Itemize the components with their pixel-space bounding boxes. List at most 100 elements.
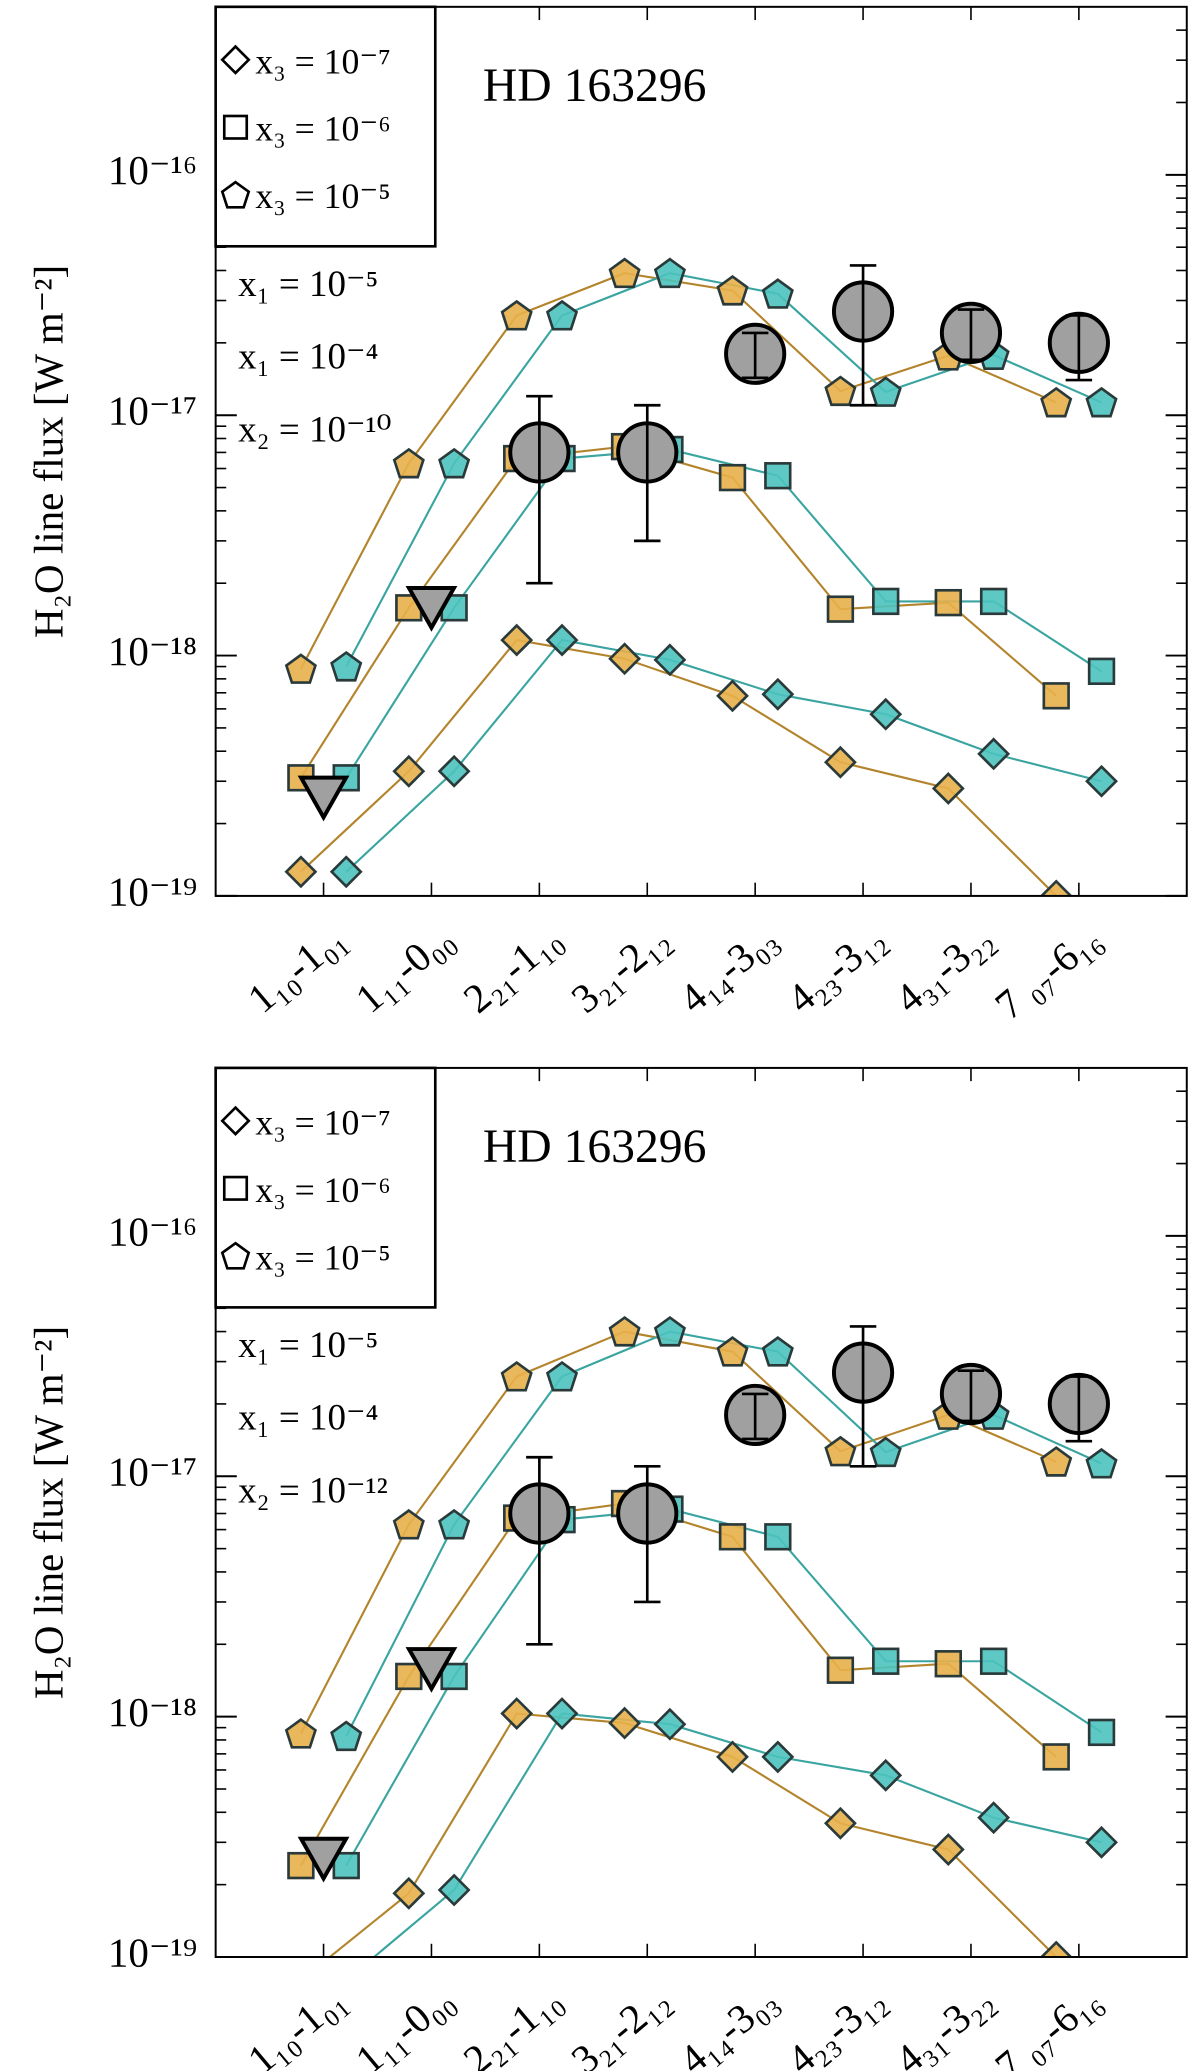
marker — [826, 1656, 855, 1684]
legend-box — [214, 1066, 437, 1309]
marker — [823, 1806, 857, 1840]
legend-label: x₃ = 10⁻⁵ — [255, 1237, 390, 1277]
upper-limit — [405, 1647, 458, 1693]
marker — [1085, 1825, 1118, 1859]
marker — [764, 1523, 792, 1551]
error-bar — [957, 1369, 985, 1423]
error-bar — [1065, 1375, 1093, 1443]
error-bar — [741, 331, 769, 380]
marker — [979, 587, 1008, 616]
marker — [718, 1523, 747, 1551]
series-line — [345, 1508, 1103, 1867]
y-axis-label: H₂O line flux [W m⁻²] — [25, 1326, 71, 1699]
model-label: x₁ = 10⁻⁵ — [238, 1325, 378, 1366]
marker — [823, 745, 857, 779]
marker — [1085, 386, 1118, 418]
marker — [438, 447, 471, 479]
marker — [931, 1833, 965, 1866]
plot-frame — [214, 1066, 1188, 1958]
series-line — [300, 638, 1057, 896]
x-tick-label: 4₃₁-3₂₂ — [886, 1976, 1001, 2071]
y-tick-label: 10⁻¹⁸ — [108, 628, 197, 674]
x-tick-label: 4₃₁-3₂₂ — [886, 914, 1001, 1021]
marker — [653, 1315, 687, 1347]
chart: 10⁻¹⁹ 10⁻¹⁸ 10⁻¹⁷ 10⁻¹⁶ 1₁₀-1₀₁1₁₁-0₀₀2₂₁-1₁… — [25, 5, 1188, 1028]
x-tick-label: 1₁₁-0₀₀ — [347, 1976, 462, 2071]
marker — [869, 697, 903, 731]
marker — [977, 1801, 1011, 1835]
x-tick-label: 4₂₃-3₁₂ — [778, 914, 893, 1021]
marker — [1039, 879, 1073, 896]
error-bar — [634, 1465, 661, 1604]
y-tick-label: 10⁻¹⁷ — [108, 388, 197, 434]
marker — [545, 1697, 579, 1730]
x2-label: x₂ = 10⁻¹² — [238, 1470, 388, 1511]
legend-label: x₃ = 10⁻⁷ — [255, 1102, 390, 1142]
legend-marker — [220, 44, 251, 75]
marker — [1085, 764, 1118, 798]
marker — [653, 1707, 687, 1741]
marker — [329, 855, 363, 889]
marker — [437, 1873, 471, 1907]
marker — [1087, 1718, 1116, 1747]
x-tick-label: 1₁₁-0₀₀ — [347, 914, 462, 1021]
plot-area — [284, 1315, 1118, 1957]
marker — [979, 1647, 1008, 1675]
legend-label: x₃ = 10⁻⁵ — [255, 176, 390, 216]
x-tick-label: 4₁₄-3₀₃ — [670, 1976, 785, 2071]
x-tick-label: 7 ₀₇-6₁₆ — [986, 914, 1109, 1028]
marker — [1042, 682, 1070, 710]
y-tick-label: 10⁻¹⁸ — [108, 1689, 197, 1735]
marker — [608, 642, 642, 676]
marker — [761, 1740, 795, 1774]
error-bar — [849, 1325, 877, 1468]
marker — [1085, 1447, 1118, 1479]
marker — [330, 1720, 363, 1752]
marker — [716, 1740, 749, 1774]
marker — [869, 1436, 902, 1468]
model-label: x₁ = 10⁻⁵ — [238, 264, 378, 305]
marker — [1040, 386, 1073, 418]
marker — [392, 1876, 426, 1910]
marker — [716, 1336, 749, 1367]
marker — [716, 274, 749, 306]
series-line — [345, 638, 1102, 873]
marker — [500, 623, 534, 657]
chart-title: HD 163296 — [483, 1121, 706, 1173]
marker — [500, 1360, 533, 1392]
upper-limit — [405, 585, 458, 632]
error-bar — [1065, 314, 1093, 382]
plot-frame — [214, 5, 1188, 897]
x-tick-label: 2₂₁-1₁₀ — [454, 914, 569, 1021]
x-tick-label: 3₂₁-2₁₂ — [562, 914, 677, 1021]
legend-marker — [222, 114, 249, 140]
marker — [392, 754, 426, 788]
legend-marker — [220, 1105, 251, 1136]
marker — [284, 1718, 317, 1749]
marker — [934, 588, 963, 617]
marker — [545, 1360, 579, 1392]
marker — [716, 679, 749, 713]
marker — [653, 643, 687, 677]
y-tick-label: 10⁻¹⁹ — [108, 868, 197, 914]
marker — [934, 1650, 963, 1678]
marker — [287, 1851, 315, 1880]
marker — [608, 257, 641, 289]
x-tick-label: 1₁₀-1₀₁ — [239, 1976, 354, 2071]
marker — [1039, 1940, 1073, 1957]
error-bar — [849, 264, 877, 407]
marker — [392, 447, 425, 479]
marker — [545, 623, 579, 657]
marker — [824, 1435, 857, 1467]
x-tick-label: 3₂₁-2₁₂ — [562, 1976, 677, 2071]
y-axis-label: H₂O line flux [W m⁻²] — [25, 265, 71, 638]
legend-marker — [220, 1241, 251, 1270]
series-line — [328, 1712, 1057, 1957]
marker — [977, 737, 1011, 771]
error-bar — [526, 394, 553, 585]
legend-box — [214, 5, 437, 248]
x-tick-label: 4₁₄-3₀₃ — [670, 914, 785, 1021]
marker — [284, 855, 318, 889]
marker — [653, 257, 687, 289]
